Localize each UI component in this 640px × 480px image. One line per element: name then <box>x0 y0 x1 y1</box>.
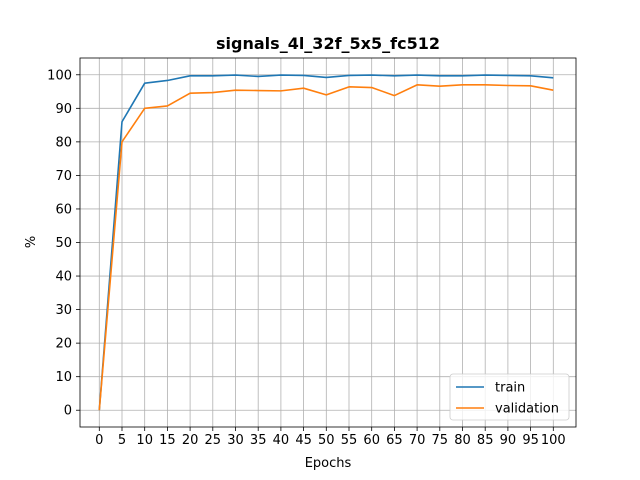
y-tick-label: 100 <box>47 68 72 83</box>
x-tick-label: 95 <box>522 433 539 448</box>
x-tick-label: 90 <box>500 433 517 448</box>
x-tick-label: 10 <box>136 433 153 448</box>
x-tick-label: 25 <box>205 433 222 448</box>
series-line-train <box>98 74 554 411</box>
chart-title: signals_4l_32f_5x5_fc512 <box>216 34 440 53</box>
x-tick-label: 40 <box>273 433 290 448</box>
x-tick-label: 35 <box>250 433 267 448</box>
series-lines <box>98 74 554 411</box>
x-tick-label: 0 <box>95 433 103 448</box>
x-tick-label: 45 <box>295 433 312 448</box>
x-tick-label: 80 <box>454 433 471 448</box>
x-tick-label: 100 <box>541 433 566 448</box>
x-axis-label: Epochs <box>305 456 352 471</box>
y-tick-label: 60 <box>55 202 72 217</box>
x-tick-label: 15 <box>159 433 176 448</box>
y-tick-label: 80 <box>55 135 72 150</box>
x-tick-label: 75 <box>432 433 449 448</box>
y-tick-label: 50 <box>55 236 72 251</box>
x-tick-label: 60 <box>363 433 380 448</box>
x-axis-ticks: 0 5 10 15 20 25 30 35 40 45 50 55 60 65 70 75 80 85 90 95 10… <box>95 427 566 448</box>
y-tick-label: 40 <box>55 270 72 285</box>
x-tick-label: 20 <box>182 433 199 448</box>
y-tick-label: 30 <box>55 303 72 318</box>
x-tick-label: 55 <box>341 433 358 448</box>
legend: train validation <box>449 373 570 421</box>
y-tick-label: 10 <box>55 370 72 385</box>
y-tick-label: 90 <box>55 102 72 117</box>
y-tick-label: 70 <box>55 169 72 184</box>
legend-label-train: train <box>495 381 525 396</box>
legend-label-validation: validation <box>495 402 559 417</box>
x-tick-label: 30 <box>227 433 244 448</box>
y-tick-label: 0 <box>64 404 72 419</box>
x-tick-label: 65 <box>386 433 403 448</box>
series-line-validation <box>98 84 554 411</box>
y-tick-label: 20 <box>55 337 72 352</box>
y-axis-label: % <box>24 236 39 248</box>
x-tick-label: 70 <box>409 433 426 448</box>
x-tick-label: 5 <box>118 433 126 448</box>
x-tick-label: 85 <box>477 433 494 448</box>
grid-lines <box>80 58 576 427</box>
x-tick-label: 50 <box>318 433 335 448</box>
y-axis-ticks: 0 10 20 30 40 50 60 70 80 90 100 <box>47 68 80 419</box>
